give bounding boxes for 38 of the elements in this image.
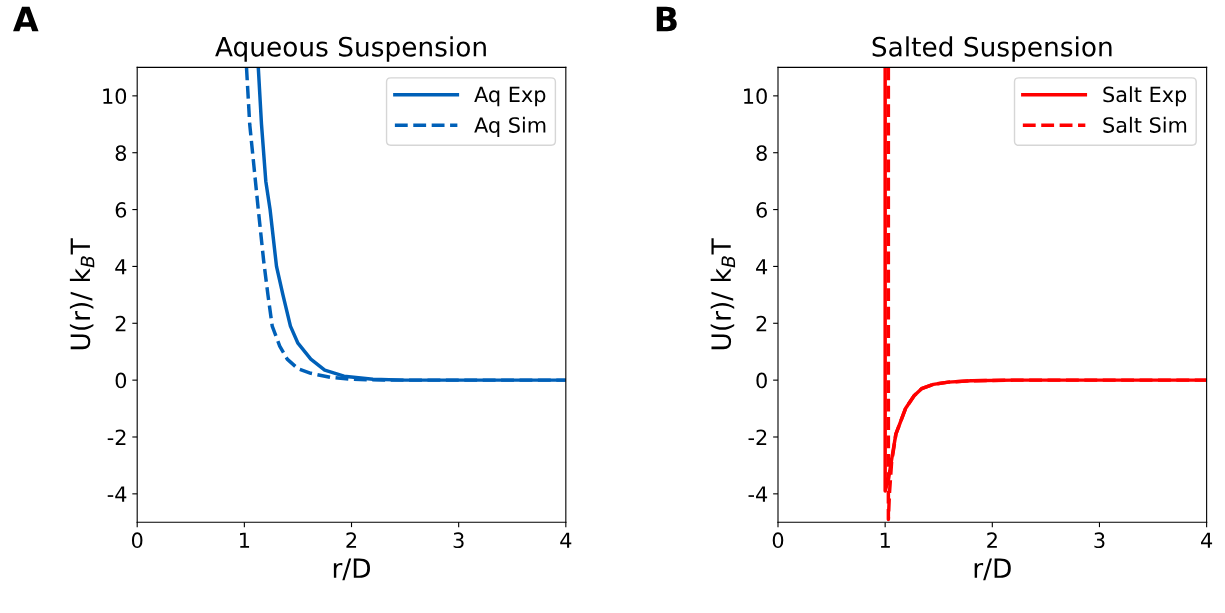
chart-title: Aqueous Suspension — [215, 36, 486, 62]
legend-label: Aq Exp — [474, 86, 546, 107]
y-tick-label: 4 — [756, 259, 768, 275]
x-tick-label: 1 — [880, 532, 890, 548]
y-tick-label: 10 — [103, 88, 127, 105]
y-tick-label: 8 — [115, 145, 127, 161]
y-tick-label: 6 — [115, 202, 127, 218]
x-tick-label: 1 — [240, 532, 250, 548]
x-tick-label: 4 — [560, 532, 572, 548]
y-tick-label: 10 — [744, 88, 767, 105]
chart-title: Salted Suspension — [872, 36, 1112, 62]
y-tick-label: -4 — [748, 486, 768, 502]
y-tick-label: 0 — [115, 372, 127, 389]
legend-label: Aq Sim — [474, 116, 546, 137]
y-tick-label: 2 — [756, 315, 767, 332]
x-tick-label: 3 — [453, 532, 464, 549]
x-axis-title: r/D — [974, 558, 1011, 581]
text: B — [656, 6, 677, 32]
y-axis-title: U(r)/ k$_{B}$T — [69, 238, 95, 350]
x-tick-label: 0 — [131, 532, 143, 549]
y-tick-label: 0 — [756, 372, 767, 389]
y-tick-label: 2 — [115, 315, 126, 332]
y-tick-label: -4 — [107, 486, 127, 502]
y-tick-label: 8 — [756, 145, 767, 161]
x-tick-label: 3 — [1094, 532, 1105, 549]
x-tick-label: 4 — [1201, 532, 1213, 548]
x-tick-label: 0 — [772, 532, 784, 549]
y-axis-title: U(r)/ k$_{B}$T — [710, 238, 736, 350]
y-tick-label: 4 — [115, 259, 127, 275]
text: A — [13, 6, 39, 32]
y-tick-label: -2 — [107, 429, 126, 445]
x-tick-label: 2 — [987, 532, 997, 548]
x-axis-title: r/D — [333, 558, 370, 581]
y-tick-label: -2 — [748, 429, 767, 445]
x-tick-label: 2 — [346, 532, 357, 548]
legend-label: Salt Exp — [1103, 86, 1187, 107]
y-tick-label: 6 — [756, 202, 767, 218]
legend-label: Salt Sim — [1103, 116, 1187, 133]
